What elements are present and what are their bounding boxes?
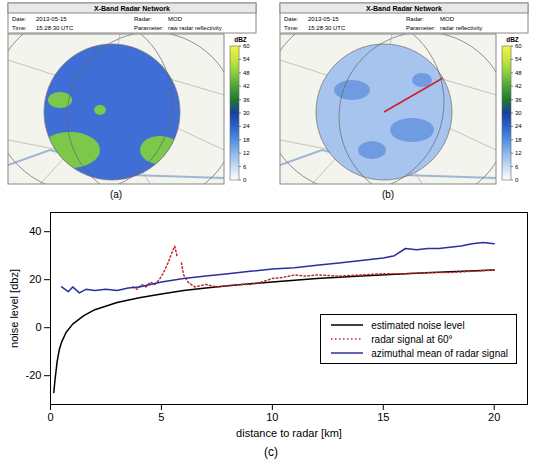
svg-text:0: 0 — [515, 177, 519, 183]
svg-text:15:28:30 UTC: 15:28:30 UTC — [308, 25, 346, 31]
svg-text:36: 36 — [515, 97, 522, 103]
svg-text:12: 12 — [515, 150, 522, 156]
html-text:radar signal at 60°: radar signal at 60° — [371, 333, 453, 345]
svg-text:6: 6 — [243, 164, 247, 170]
svg-text:40: 40 — [29, 225, 41, 237]
svg-text:60: 60 — [243, 43, 250, 49]
svg-text:0: 0 — [47, 411, 53, 423]
html-text:azimuthal mean of radar signal: azimuthal mean of radar signal — [371, 347, 508, 359]
svg-text:0: 0 — [35, 321, 41, 333]
svg-text:Radar:: Radar: — [406, 16, 424, 22]
svg-text:MOD: MOD — [440, 16, 455, 22]
svg-text:30: 30 — [243, 110, 250, 116]
svg-text:MOD: MOD — [168, 16, 183, 22]
svg-text:15:28:30 UTC: 15:28:30 UTC — [36, 25, 74, 31]
svg-text:48: 48 — [515, 70, 522, 76]
svg-text:Parameter:: Parameter: — [134, 25, 164, 31]
svg-text:18: 18 — [515, 137, 522, 143]
svg-text:Parameter:: Parameter: — [406, 25, 436, 31]
svg-text:60: 60 — [515, 43, 522, 49]
svg-text:Radar:: Radar: — [134, 16, 152, 22]
svg-text:48: 48 — [243, 70, 250, 76]
svg-text:dBZ: dBZ — [234, 36, 247, 43]
svg-text:42: 42 — [243, 83, 250, 89]
svg-text:Date:: Date: — [12, 16, 27, 22]
svg-text:(b): (b) — [382, 189, 394, 200]
svg-text:36: 36 — [243, 97, 250, 103]
html-text:(c): (c) — [264, 445, 278, 459]
svg-text:42: 42 — [515, 83, 522, 89]
svg-text:0: 0 — [243, 177, 247, 183]
svg-text:54: 54 — [243, 56, 250, 62]
svg-text:10: 10 — [266, 411, 278, 423]
svg-text:2013-05-15: 2013-05-15 — [36, 16, 67, 22]
svg-text:noise level [dbz]: noise level [dbz] — [8, 269, 20, 348]
svg-text:20: 20 — [29, 273, 41, 285]
svg-text:5: 5 — [158, 411, 164, 423]
svg-text:X-Band Radar Network: X-Band Radar Network — [366, 5, 442, 12]
svg-text:Time:: Time: — [284, 25, 299, 31]
svg-text:X-Band Radar Network: X-Band Radar Network — [94, 5, 170, 12]
svg-text:Time:: Time: — [12, 25, 27, 31]
svg-text:12: 12 — [243, 150, 250, 156]
svg-text:radar reflectivity: radar reflectivity — [440, 25, 482, 31]
svg-text:(a): (a) — [110, 189, 122, 200]
svg-text:2013-05-15: 2013-05-15 — [308, 16, 339, 22]
svg-text:dBZ: dBZ — [506, 36, 519, 43]
svg-text:raw radar reflectivity: raw radar reflectivity — [168, 25, 222, 31]
svg-text:distance to radar [km]: distance to radar [km] — [236, 427, 342, 439]
svg-text:Date:: Date: — [284, 16, 299, 22]
html-text:estimated noise level: estimated noise level — [371, 319, 465, 331]
svg-text:30: 30 — [515, 110, 522, 116]
svg-text:20: 20 — [488, 411, 500, 423]
svg-text:24: 24 — [515, 123, 522, 129]
svg-text:-20: -20 — [26, 369, 42, 381]
svg-text:54: 54 — [515, 56, 522, 62]
svg-text:24: 24 — [243, 123, 250, 129]
svg-text:6: 6 — [515, 164, 519, 170]
svg-text:15: 15 — [377, 411, 389, 423]
svg-text:18: 18 — [243, 137, 250, 143]
